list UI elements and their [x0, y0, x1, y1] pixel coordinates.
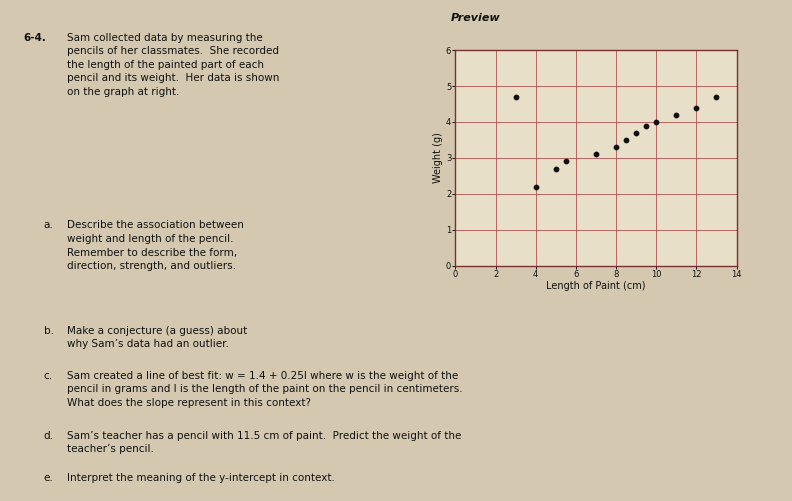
Text: Sam collected data by measuring the
pencils of her classmates.  She recorded
the: Sam collected data by measuring the penc… [67, 33, 280, 97]
Point [509, 93, 522, 101]
Text: Interpret the meaning of the y-intercept in context.: Interpret the meaning of the y-intercept… [67, 473, 335, 483]
Text: Sam’s teacher has a pencil with 11.5 cm of paint.  Predict the weight of the
tea: Sam’s teacher has a pencil with 11.5 cm … [67, 431, 462, 454]
Point [620, 136, 633, 144]
Text: d.: d. [44, 431, 54, 441]
Point [610, 143, 623, 151]
Point [630, 129, 642, 137]
Point [589, 150, 603, 158]
X-axis label: Length of Paint (cm): Length of Paint (cm) [546, 282, 645, 292]
Text: e.: e. [44, 473, 53, 483]
Point [710, 93, 723, 101]
Text: a.: a. [44, 220, 53, 230]
Y-axis label: Weight (g): Weight (g) [433, 132, 443, 183]
Point [650, 118, 663, 126]
Point [559, 157, 572, 165]
Text: b.: b. [44, 326, 54, 336]
Point [670, 111, 683, 119]
Text: Make a conjecture (a guess) about
why Sam’s data had an outlier.: Make a conjecture (a guess) about why Sa… [67, 326, 248, 349]
Point [690, 104, 703, 112]
Point [529, 182, 542, 190]
Text: Sam created a line of best fit: w = 1.4 + 0.25l where w is the weight of the
pen: Sam created a line of best fit: w = 1.4 … [67, 371, 463, 408]
Text: Describe the association between
weight and length of the pencil.
Remember to de: Describe the association between weight … [67, 220, 244, 271]
Point [550, 164, 562, 172]
Text: 6-4.: 6-4. [24, 33, 47, 43]
Point [640, 122, 653, 130]
Text: c.: c. [44, 371, 53, 381]
Text: Preview: Preview [451, 13, 500, 23]
